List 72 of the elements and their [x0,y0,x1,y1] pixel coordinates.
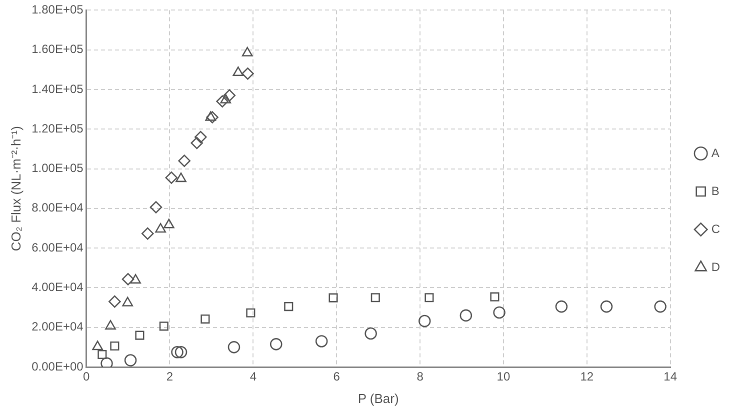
point [555,300,568,313]
point [171,346,184,358]
point [200,314,210,324]
point [159,322,168,331]
point [220,94,232,104]
legend-label: A [711,146,720,160]
x-tick-label: 8 [416,370,424,384]
y-tick-label: 0.00E+00 [32,359,84,374]
y-tick-label: 1.80E+05 [32,2,84,17]
point [370,293,380,302]
y-tick-label: 1.40E+05 [32,82,84,96]
point [600,300,613,313]
point [242,46,253,56]
point [270,338,282,350]
y-tick-label: 6.00E+04 [32,240,84,254]
y-tick-label: 1.00E+05 [32,161,84,176]
point [284,302,294,312]
point [135,330,144,340]
point [206,111,218,124]
point [122,296,134,306]
y-tick-label: 8.00E+04 [32,200,84,215]
point [328,293,338,302]
point [460,309,472,322]
point [490,292,500,302]
x-tick-label: 12 [580,370,594,384]
point [424,293,434,302]
point [315,335,328,348]
x-tick-label: 6 [333,370,340,384]
y-axis-title: CO₂ Flux (NL·m⁻²·h⁻¹) [8,126,24,252]
legend-label: C [711,222,720,236]
x-tick-label: 4 [250,370,257,384]
point [92,340,103,350]
point [176,172,186,182]
point [228,341,240,354]
point [165,172,178,184]
point [654,300,666,313]
point [100,357,113,367]
point [130,274,141,284]
x-tick-label: 10 [496,370,510,384]
point [190,136,204,150]
point [493,306,506,319]
point [205,111,216,121]
point [242,67,254,80]
point [246,308,256,318]
point [223,89,236,102]
point [122,273,134,286]
x-tick-label: 2 [166,370,174,384]
y-tick-label: 4.00E+04 [32,280,84,294]
point [150,201,162,214]
legend-label: D [711,260,720,274]
point [124,354,137,366]
point [141,227,154,240]
y-tick-label: 1.60E+05 [32,42,84,56]
point [418,314,431,328]
x-tick-label: 0 [82,370,90,384]
point [194,130,207,144]
legend-label: B [711,184,720,198]
point [105,320,116,330]
point [216,95,228,108]
point [364,327,377,340]
point [164,218,174,228]
point [232,66,244,76]
point [108,295,121,308]
point [174,346,188,358]
point [155,223,166,233]
point [110,341,120,351]
point [178,154,190,167]
x-tick-label: 14 [664,370,678,384]
y-tick-label: 2.00E+04 [32,320,84,334]
point [98,350,107,360]
x-axis-title: P (Bar) [358,390,399,406]
y-tick-label: 1.20E+05 [32,121,84,136]
